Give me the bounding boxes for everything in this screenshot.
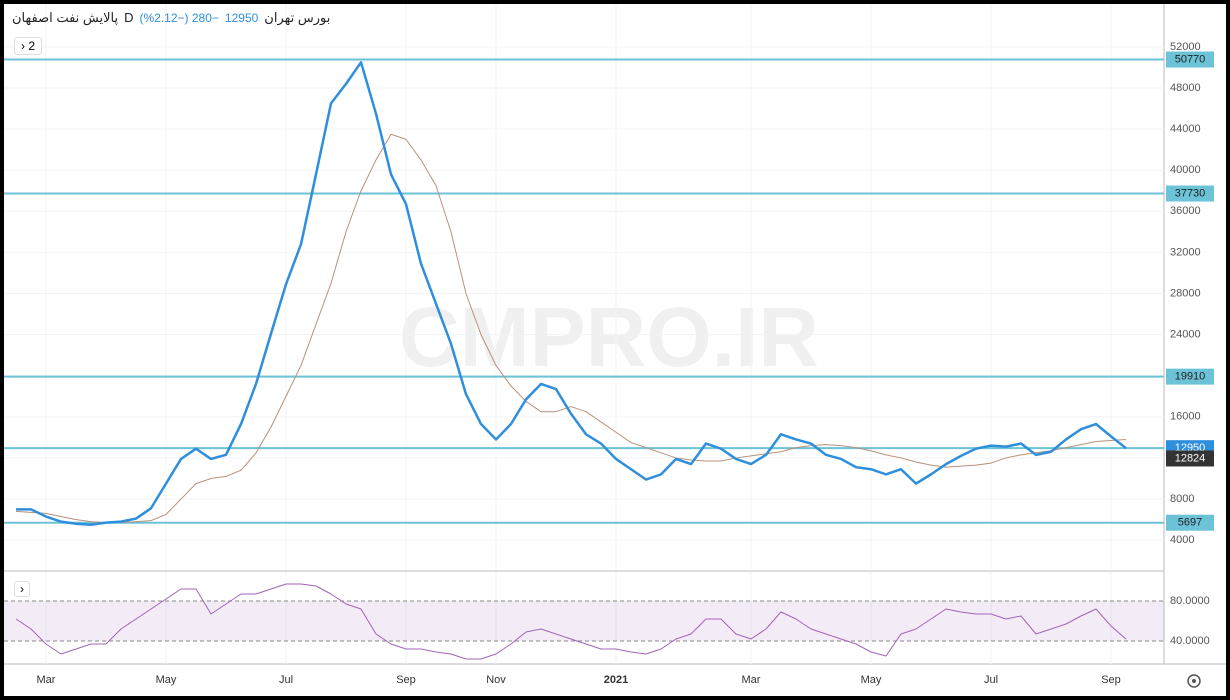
price-label-box [1166,51,1214,68]
chart-page: CMPRO.IR Mar May Jul Sep Nov 2021 Mar May Jul Sep… [4,4,1226,696]
ma-label: 12824 [1175,452,1206,464]
x-tick-label: Jul [279,674,293,686]
price-label-box [1166,368,1214,385]
y-tick-label: 36000 [1170,205,1201,217]
last-price: 12950 [224,11,259,25]
ma-label-box [1166,450,1214,467]
price-label: 19910 [1175,371,1206,383]
indicator-toggle[interactable]: › 2 [14,37,43,55]
header: پالایش نفت اصفهان D بورس تهران 12950 −280 (−… [12,10,336,26]
y-tick-label: 32000 [1170,246,1201,258]
y-tick-label: 40.0000 [1170,635,1210,647]
symbol-name: پالایش نفت اصفهان [12,10,119,25]
rsi-band [4,601,1164,641]
y-tick-label: 8000 [1170,493,1194,505]
x-tick-label: Jul [984,674,998,686]
x-tick-label: May [156,674,177,686]
x-tick-label: Mar [37,674,56,686]
y-tick-label: 28000 [1170,287,1201,299]
price-label-box [1166,514,1214,531]
chart: CMPRO.IR Mar May Jul Sep Nov 2021 Mar May Jul Sep… [4,4,1226,688]
y-tick-label: 4000 [1170,534,1194,546]
x-tick-label: 2021 [604,674,628,686]
y-tick-label: 24000 [1170,329,1201,341]
x-tick-label: Mar [742,674,761,686]
y-tick-label: 48000 [1170,82,1201,94]
watermark: CMPRO.IR [399,290,819,384]
y-tick-label: 80.0000 [1170,595,1210,607]
y-tick-label: 40000 [1170,164,1201,176]
main-pane [4,4,1164,569]
settings-icon[interactable] [1187,674,1201,688]
y-tick-label: 16000 [1170,411,1201,423]
y-tick-label: 44000 [1170,123,1201,135]
x-tick-label: May [861,674,882,686]
price-label-box [1166,185,1214,202]
price-change: −280 (−2.12%) [139,11,219,25]
interval[interactable]: D [124,10,134,25]
y-tick-label: 52000 [1170,41,1201,53]
exchange: بورس تهران [264,10,331,25]
series-line [15,583,1127,660]
indicator-count: 2 [28,39,36,53]
price-label: 50770 [1175,53,1206,65]
series-line [16,61,1127,526]
rsi-toggle[interactable]: › [14,581,30,597]
x-tick-label: Nov [486,674,506,686]
x-tick-label: Sep [1101,674,1121,686]
price-label: 37730 [1175,187,1206,199]
x-tick-label: Sep [396,674,416,686]
price-label: 5697 [1178,517,1202,529]
